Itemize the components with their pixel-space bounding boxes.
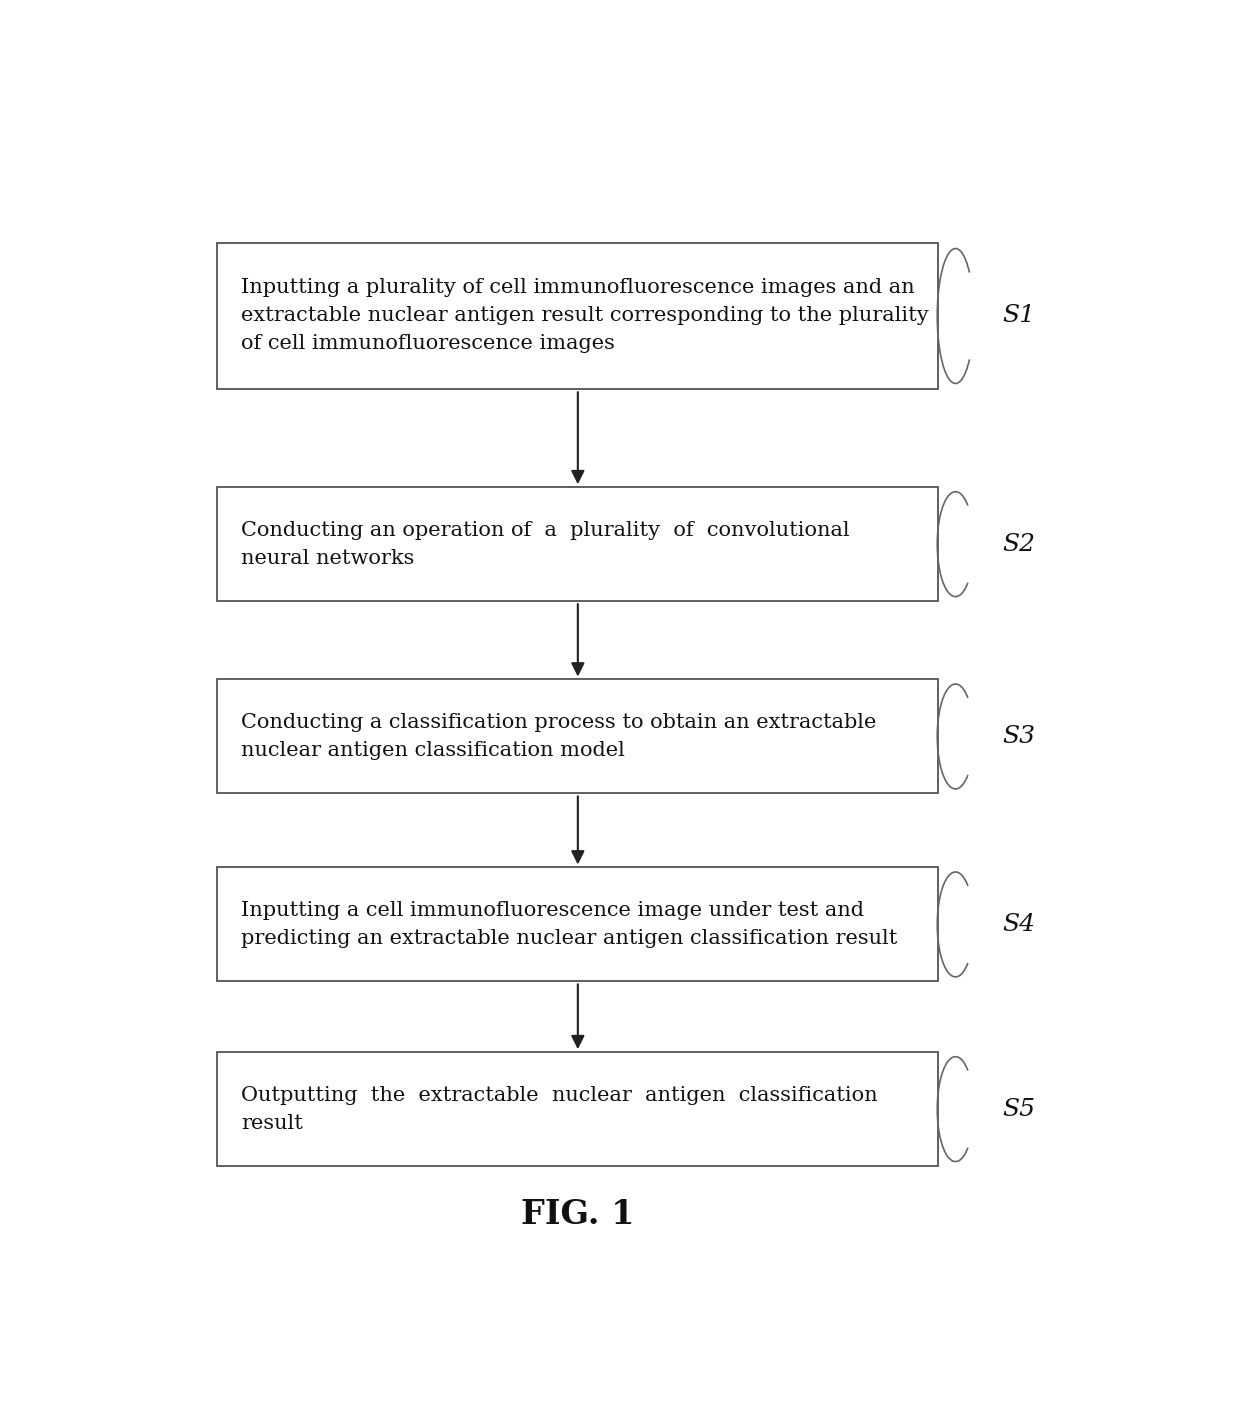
FancyBboxPatch shape bbox=[217, 1053, 939, 1165]
Text: Outputting  the  extractable  nuclear  antigen  classification
result: Outputting the extractable nuclear antig… bbox=[242, 1085, 878, 1133]
Text: S4: S4 bbox=[1003, 913, 1035, 935]
FancyBboxPatch shape bbox=[217, 487, 939, 601]
Text: Conducting a classification process to obtain an extractable
nuclear antigen cla: Conducting a classification process to o… bbox=[242, 713, 877, 761]
Text: S5: S5 bbox=[1003, 1098, 1035, 1120]
Text: S1: S1 bbox=[1003, 305, 1035, 327]
Text: S2: S2 bbox=[1003, 532, 1035, 556]
Text: Inputting a plurality of cell immunofluorescence images and an
extractable nucle: Inputting a plurality of cell immunofluo… bbox=[242, 278, 929, 354]
FancyBboxPatch shape bbox=[217, 868, 939, 982]
FancyBboxPatch shape bbox=[217, 243, 939, 389]
Text: FIG. 1: FIG. 1 bbox=[521, 1198, 635, 1230]
Text: Inputting a cell immunofluorescence image under test and
predicting an extractab: Inputting a cell immunofluorescence imag… bbox=[242, 900, 898, 948]
Text: S3: S3 bbox=[1003, 725, 1035, 748]
Text: Conducting an operation of  a  plurality  of  convolutional
neural networks: Conducting an operation of a plurality o… bbox=[242, 521, 851, 567]
FancyBboxPatch shape bbox=[217, 680, 939, 793]
